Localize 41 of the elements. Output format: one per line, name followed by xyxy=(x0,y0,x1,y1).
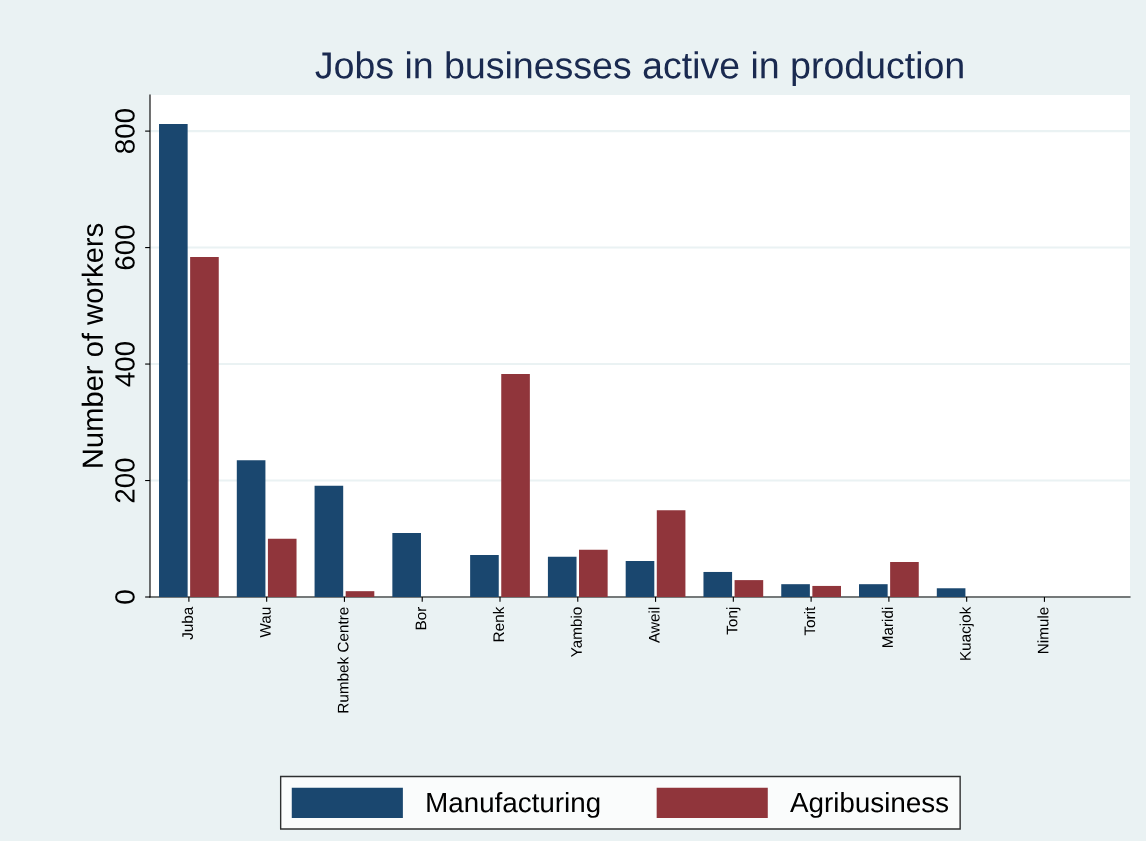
x-tick-label: Wau xyxy=(260,607,271,638)
bar xyxy=(890,562,919,597)
bar xyxy=(501,373,530,597)
bar xyxy=(579,549,608,597)
bar xyxy=(470,555,499,597)
y-tick-label: 600 xyxy=(115,225,135,270)
bar xyxy=(781,584,810,597)
legend-label: Manufacturing xyxy=(427,791,600,818)
bar xyxy=(859,584,888,597)
x-tick-label: Bor xyxy=(415,606,427,630)
bar xyxy=(267,538,297,597)
y-axis-title: Number of workers xyxy=(81,223,104,467)
y-tick-label: 0 xyxy=(115,590,135,604)
bar xyxy=(392,532,421,597)
y-tick-label: 400 xyxy=(115,341,135,387)
x-tick-label: Kuacjok xyxy=(959,606,974,660)
bar xyxy=(812,585,841,597)
x-tick-label: Torit xyxy=(803,606,816,636)
bar xyxy=(547,556,577,597)
bar xyxy=(314,485,344,597)
x-tick-label: Juba xyxy=(181,606,193,640)
bar xyxy=(703,571,733,597)
x-tick-label: Maridi xyxy=(881,607,893,648)
bar xyxy=(345,591,375,597)
x-tick-label: Rumbek Centre xyxy=(337,607,349,713)
bar xyxy=(190,256,219,597)
x-tick-label: Aweil xyxy=(648,607,660,643)
x-tick-label: Nimule xyxy=(1037,607,1049,654)
chart-title: Jobs in businesses active in production xyxy=(315,51,963,87)
x-tick-label: Renk xyxy=(492,606,505,642)
bar xyxy=(625,560,655,597)
x-tick-label: Tonj xyxy=(726,607,741,635)
bar xyxy=(159,124,188,597)
x-tick-label: Yambio xyxy=(570,607,582,658)
y-tick-label: 200 xyxy=(115,458,135,503)
legend-label: Agribusiness xyxy=(790,791,949,818)
bar xyxy=(734,580,764,597)
bar xyxy=(236,460,266,597)
bar xyxy=(936,588,966,597)
y-tick-label: 800 xyxy=(115,109,135,154)
bar xyxy=(656,510,686,597)
